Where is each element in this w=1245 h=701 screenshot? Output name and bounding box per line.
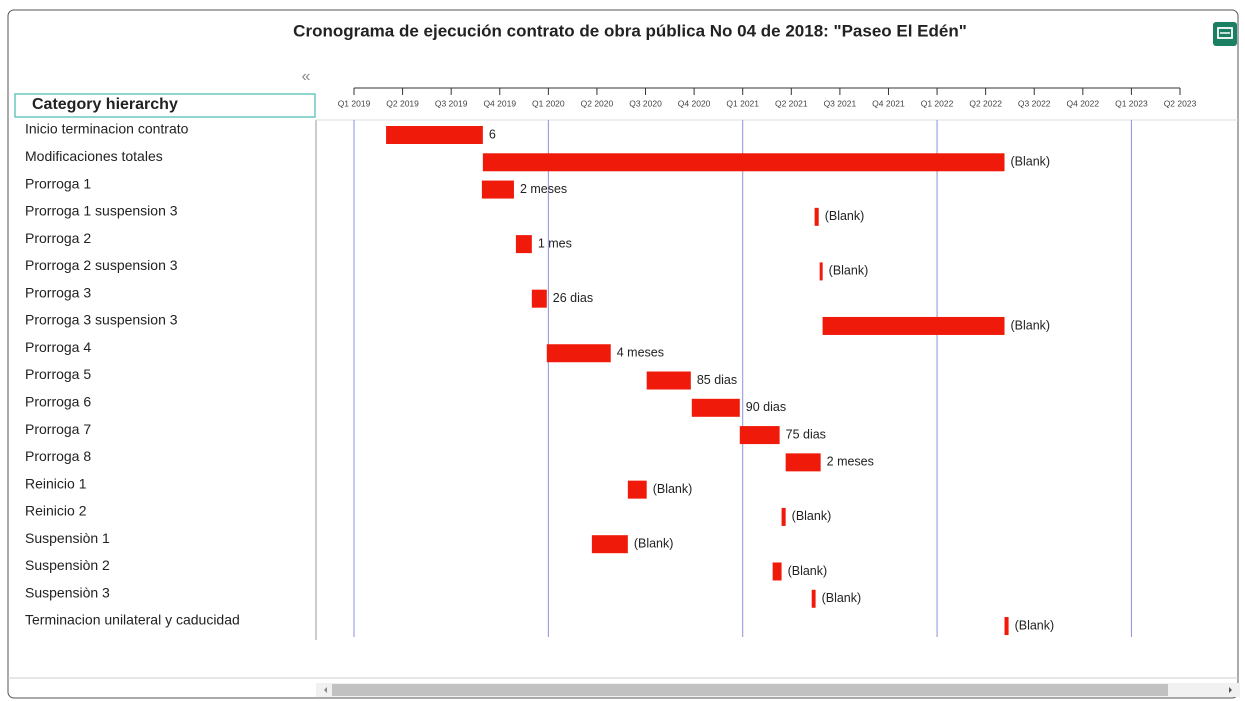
x-tick-label: Q4 2021 [872, 98, 905, 108]
bar-label: (Blank) [1010, 318, 1050, 332]
bar [781, 507, 786, 526]
x-tick-label: Q1 2021 [726, 98, 759, 108]
bar-label: 90 dias [746, 400, 786, 414]
bar [811, 589, 816, 608]
bar-label: (Blank) [634, 536, 674, 550]
bar-label: 2 meses [827, 455, 874, 469]
x-tick-label: Q1 2022 [921, 98, 954, 108]
bar-label: (Blank) [822, 591, 862, 605]
scrollbar-thumb[interactable] [332, 684, 1168, 696]
category-label: Prorroga 3 suspension 3 [25, 312, 178, 328]
x-tick-label: Q4 2020 [678, 98, 711, 108]
bar [739, 426, 780, 445]
x-tick-label: Q4 2022 [1067, 98, 1100, 108]
category-label: Prorroga 2 suspension 3 [25, 257, 178, 273]
bar [1004, 617, 1009, 636]
category-label: Modificaciones totales [25, 148, 163, 164]
scroll-right[interactable] [1229, 687, 1232, 693]
bar-label: 85 dias [697, 373, 737, 387]
collapse-button[interactable]: « [302, 68, 311, 85]
x-tick-label: Q2 2019 [386, 98, 419, 108]
bar [515, 235, 532, 254]
bar [646, 371, 691, 390]
category-label: Prorroga 3 [25, 284, 91, 300]
x-tick-label: Q2 2020 [581, 98, 614, 108]
bar-label: (Blank) [788, 564, 828, 578]
x-tick-label: Q1 2019 [338, 98, 371, 108]
category-label: Prorroga 2 [25, 230, 91, 246]
bar-label: 4 meses [617, 346, 664, 360]
bar [627, 480, 647, 499]
bar-label: (Blank) [829, 264, 869, 278]
bar [386, 126, 483, 144]
x-tick-label: Q1 2020 [532, 98, 565, 108]
bar-label: (Blank) [1015, 618, 1055, 632]
category-label: Suspensiòn 2 [25, 557, 110, 573]
x-tick-label: Q3 2019 [435, 98, 468, 108]
bar-label: 1 mes [538, 236, 572, 250]
icon-bg[interactable] [1213, 22, 1237, 46]
bar-label: (Blank) [792, 509, 832, 523]
bar [819, 262, 823, 281]
bar-label: (Blank) [653, 482, 693, 496]
category-label: Suspensiòn 3 [25, 584, 110, 600]
x-tick-label: Q2 2023 [1164, 98, 1197, 108]
chart-title: Cronograma de ejecución contrato de obra… [293, 21, 967, 40]
category-label: Prorroga 1 [25, 175, 91, 191]
bar-label: 6 [489, 127, 496, 141]
bar [772, 562, 782, 581]
bar [531, 289, 547, 308]
scroll-left[interactable] [324, 687, 327, 693]
category-header: Category hierarchy [32, 96, 178, 113]
bar-label: (Blank) [1010, 155, 1050, 169]
bar-label: (Blank) [825, 209, 865, 223]
category-label: Prorroga 1 suspension 3 [25, 203, 178, 219]
bar-label: 2 meses [520, 182, 567, 196]
bar [482, 153, 1005, 172]
category-label: Prorroga 6 [25, 394, 91, 410]
bar-label: 75 dias [786, 427, 826, 441]
x-tick-label: Q4 2019 [483, 98, 516, 108]
category-label: Prorroga 5 [25, 366, 91, 382]
category-label: Terminacion unilateral y caducidad [25, 612, 240, 628]
category-label: Reinicio 2 [25, 503, 87, 519]
category-label: Suspensiòn 1 [25, 530, 110, 546]
bar [691, 398, 740, 417]
icon-glyph[interactable] [1217, 27, 1233, 39]
x-tick-label: Q2 2021 [775, 98, 808, 108]
bar [481, 180, 514, 199]
category-label: Prorroga 7 [25, 421, 91, 437]
bar-label: 26 dias [553, 291, 593, 305]
category-label: Reinicio 1 [25, 475, 87, 491]
bar [546, 344, 611, 363]
x-tick-label: Q3 2020 [629, 98, 662, 108]
bar [785, 453, 821, 472]
header-box [14, 93, 316, 118]
category-label: Inicio terminacion contrato [25, 121, 189, 137]
export-icon[interactable] [1213, 22, 1237, 46]
bar [591, 535, 628, 554]
x-tick-label: Q1 2023 [1115, 98, 1148, 108]
category-label: Prorroga 4 [25, 339, 91, 355]
x-tick-label: Q3 2022 [1018, 98, 1051, 108]
x-tick-label: Q3 2021 [824, 98, 857, 108]
bar [822, 316, 1005, 335]
x-tick-label: Q2 2022 [969, 98, 1002, 108]
bar [814, 207, 819, 226]
category-label: Prorroga 8 [25, 448, 91, 464]
